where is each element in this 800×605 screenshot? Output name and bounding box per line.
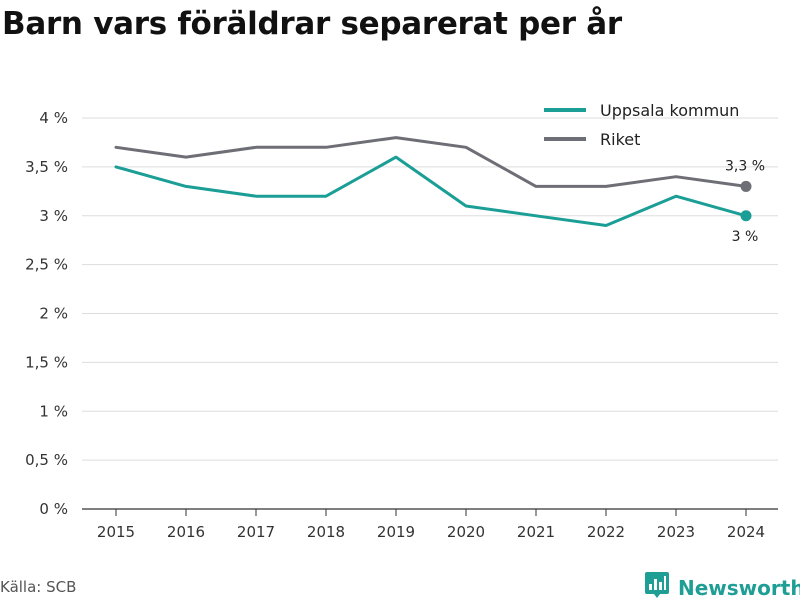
series-lines: 3 % 3,3 % [114,136,765,245]
series-line-riket [114,136,748,188]
series-end-point [740,180,752,192]
x-tick-label: 2018 [307,523,345,541]
y-tick-label: 0,5 % [25,451,68,469]
brand-name: Newsworthy [678,575,800,600]
source-label: Källa: SCB [0,578,77,596]
grid-lines [82,117,778,510]
x-tick-labels: 2015 2016 2017 2018 2019 2020 2021 2022 2023 2024 [97,509,765,541]
y-tick-label: 3,5 % [25,158,68,176]
legend-label: Riket [600,130,640,149]
y-tick-label: 1,5 % [25,353,68,371]
chart-title: Barn vars föräldrar separerat per år [2,6,622,42]
newsworthy-logo-icon [644,570,670,605]
x-tick-label: 2022 [587,523,625,541]
y-tick-labels: 0 % 0,5 % 1 % 1,5 % 2 % 2,5 % 3 % 3,5 % 4 % [25,109,68,518]
y-tick-label: 2 % [39,305,68,323]
series-line-uppsala [114,155,748,227]
x-tick-label: 2020 [447,523,485,541]
x-tick-label: 2023 [657,523,695,541]
x-tick-label: 2024 [727,523,765,541]
end-value-label: 3 % [732,229,759,245]
y-tick-label: 0 % [39,500,68,518]
x-tick-label: 2015 [97,523,135,541]
end-value-label: 3,3 % [725,158,765,174]
y-tick-label: 3 % [39,207,68,225]
brand-logo: Newsworthy [644,570,800,605]
y-tick-label: 1 % [39,402,68,420]
legend: Uppsala kommun Riket [544,101,739,149]
x-tick-label: 2017 [237,523,275,541]
legend-label: Uppsala kommun [600,101,739,120]
y-tick-label: 2,5 % [25,256,68,274]
series-end-point [740,210,752,222]
x-tick-label: 2019 [377,523,415,541]
x-tick-label: 2021 [517,523,555,541]
y-tick-label: 4 % [39,109,68,127]
x-tick-label: 2016 [167,523,205,541]
